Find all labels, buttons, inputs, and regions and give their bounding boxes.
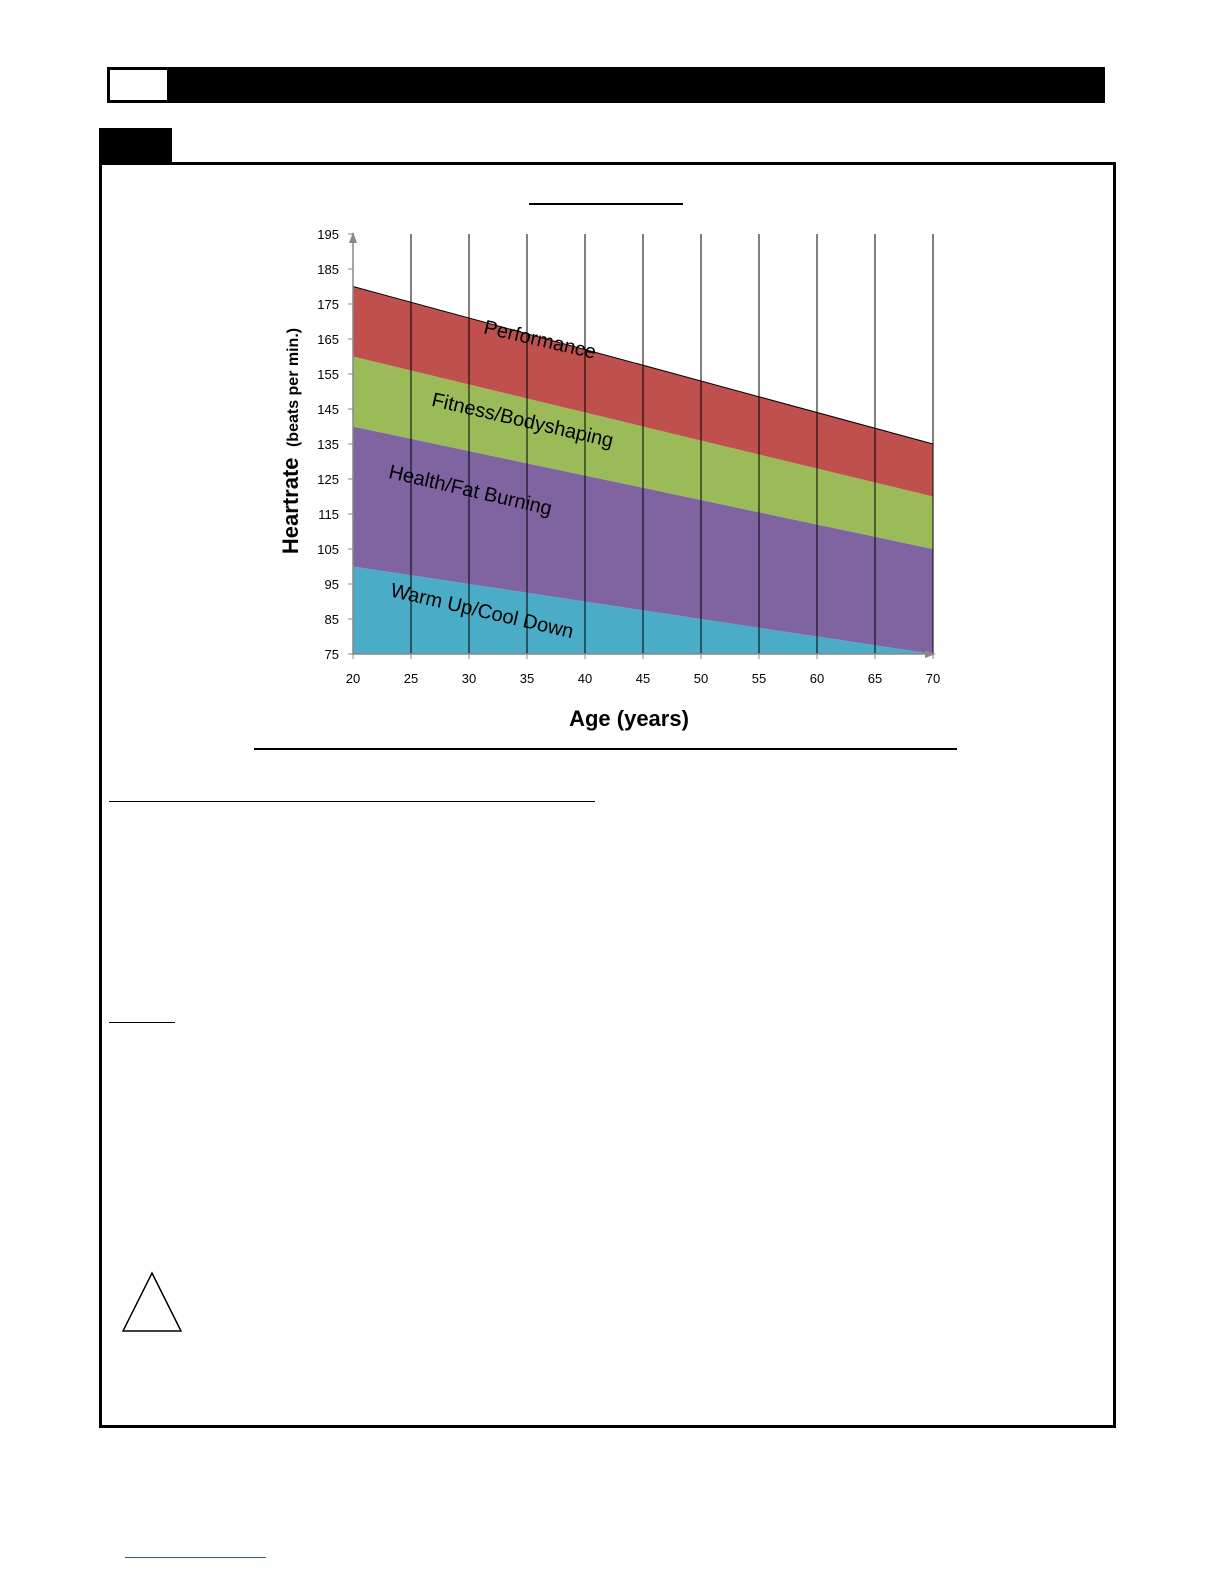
y-tick-label: 105 [317, 542, 339, 557]
x-tick-label: 65 [868, 671, 882, 686]
caption-rule [254, 748, 957, 750]
y-axis-label-main: Heartrate [278, 457, 303, 554]
x-tick-label: 35 [520, 671, 534, 686]
y-axis-arrow [349, 232, 357, 243]
y-tick-label: 115 [318, 507, 339, 522]
y-tick-label: 95 [325, 577, 339, 592]
x-axis-arrow [925, 650, 936, 658]
chart-title-rule [529, 203, 683, 205]
y-tick-label: 125 [317, 472, 339, 487]
y-tick-label: 185 [317, 262, 339, 277]
y-tick-label: 145 [317, 402, 339, 417]
x-tick-label: 20 [346, 671, 360, 686]
tick-labels: 75 85 95 105 115 125 135 145 155 165 175 185 195 20 25… [317, 227, 940, 686]
y-axis-label: Heartrate (beats per min.) [278, 328, 303, 554]
section-tab [99, 128, 172, 164]
content-frame [99, 162, 1116, 1428]
y-axis-label-unit: (beats per min.) [285, 328, 302, 447]
y-tick-label: 85 [325, 612, 339, 627]
x-tick-label: 45 [636, 671, 650, 686]
heading-rule [109, 801, 595, 802]
y-tick-label: 165 [317, 332, 339, 347]
x-tick-label: 70 [926, 671, 940, 686]
x-tick-label: 40 [578, 671, 592, 686]
x-tick-label: 30 [462, 671, 476, 686]
y-tick-label: 75 [325, 647, 339, 662]
header-bar [107, 67, 1105, 103]
gridlines [410, 234, 934, 654]
x-tick-label: 25 [404, 671, 418, 686]
y-tick-label: 195 [317, 227, 339, 242]
y-tick-label: 175 [317, 297, 339, 312]
subheading-rule [109, 1022, 175, 1023]
footer-link-rule [125, 1557, 266, 1558]
x-tick-label: 55 [752, 671, 766, 686]
y-tick-label: 135 [317, 437, 339, 452]
warning-triangle-icon [121, 1271, 183, 1332]
y-tick-label: 155 [317, 367, 339, 382]
x-axis-label: Age (years) [569, 706, 689, 731]
axes [348, 232, 936, 659]
x-tick-label: 60 [810, 671, 824, 686]
x-tick-label: 50 [694, 671, 708, 686]
heart-rate-zone-chart: 75 85 95 105 115 125 135 145 155 165 175 185 195 20 25… [278, 227, 940, 731]
page-number-box [110, 70, 167, 100]
